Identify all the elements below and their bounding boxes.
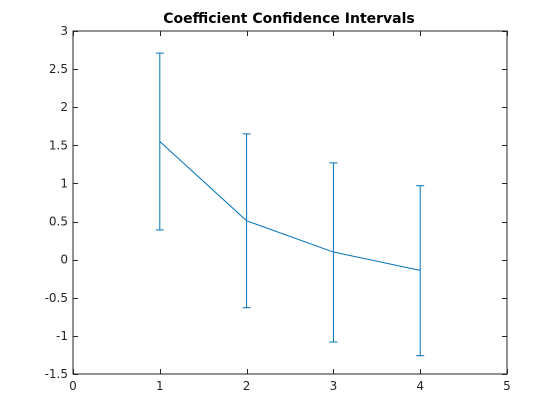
- y-tick-label: 2.5: [49, 62, 68, 76]
- axes: 0 1 2 3 4 5 -1.5 -1 -0.5 0 0.5 1 1.5 2 2.5 3: [45, 24, 511, 393]
- y-tick-label: -1.5: [45, 367, 68, 381]
- series-layer: [155, 52, 425, 357]
- x-tick-label: 4: [416, 379, 424, 393]
- y-tick-label: 0: [60, 253, 68, 267]
- y-tick-label: 3: [60, 24, 68, 38]
- y-tick-label: -1: [56, 329, 68, 343]
- y-tick-label: -0.5: [45, 291, 68, 305]
- y-tick-label: 0.5: [49, 215, 68, 229]
- plot-area-box: [72, 30, 508, 375]
- y-tick-label: 1.5: [49, 138, 68, 152]
- x-tick-label: 2: [243, 379, 251, 393]
- x-tick-label: 5: [503, 379, 511, 393]
- chart-title: Coefficient Confidence Intervals: [163, 11, 415, 27]
- y-tick-label: 2: [60, 100, 68, 114]
- series-line: [159, 141, 421, 271]
- x-tick-label: 0: [69, 379, 77, 393]
- y-tick-label: 1: [60, 176, 68, 190]
- x-tick-label: 1: [156, 379, 164, 393]
- x-tick-label: 3: [330, 379, 338, 393]
